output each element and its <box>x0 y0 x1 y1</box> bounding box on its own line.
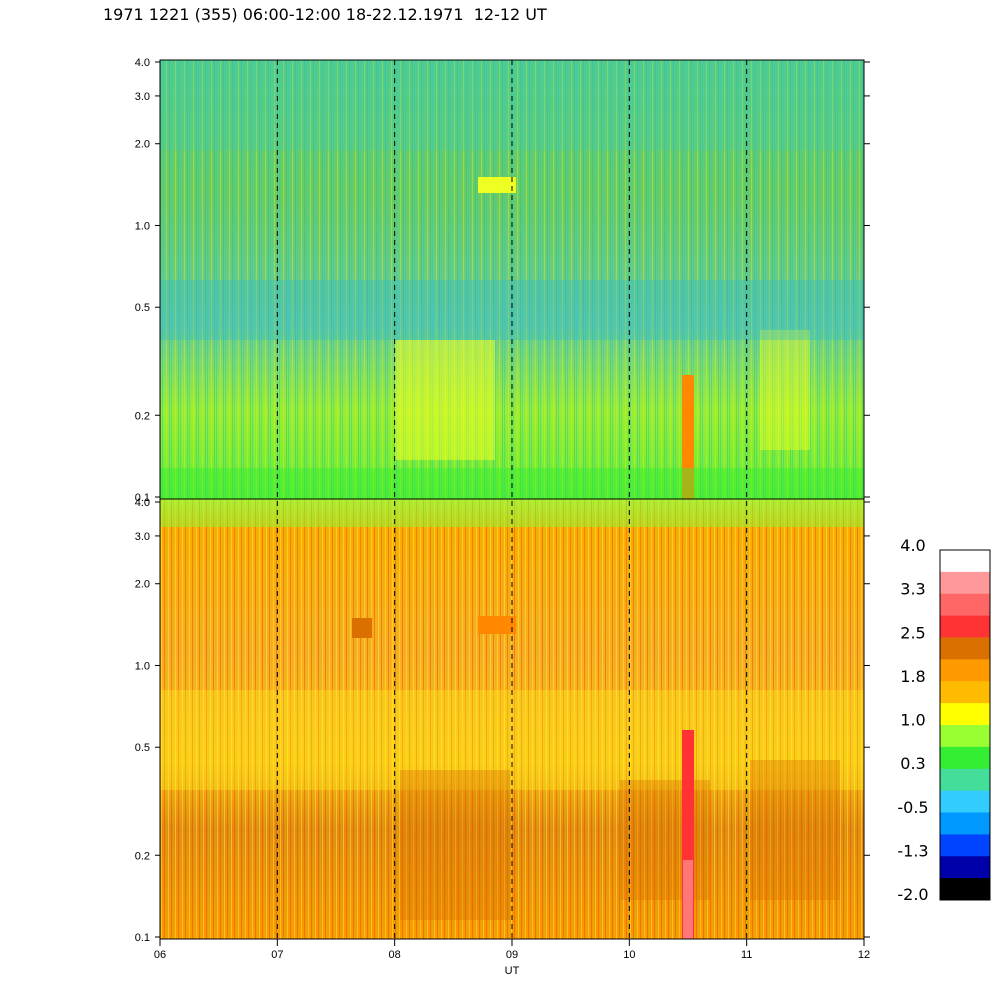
colorbar-swatch <box>940 637 990 660</box>
colorbar-label: 0.3 <box>900 754 925 773</box>
bottom-dark-band <box>400 770 510 920</box>
top-yellow-band <box>395 340 495 460</box>
bottom-dark-band <box>750 760 840 900</box>
x-tick-label: 10 <box>623 949 635 961</box>
bottom-dark-band <box>620 780 710 900</box>
x-axis: 06 07 08 09 10 11 12 <box>154 939 870 961</box>
y-tick-label: 3.0 <box>135 91 150 103</box>
page-title: 1971 1221 (355) 06:00-12:00 18-22.12.197… <box>103 5 547 24</box>
colorbar-frame <box>939 549 991 901</box>
colorbar-swatch <box>940 615 990 638</box>
y-tick-label: 2.0 <box>135 579 150 591</box>
x-tick-label: 12 <box>858 949 870 961</box>
bottom-y-axis: 0.1 0.2 0.5 1.0 2.0 3.0 4.0 <box>135 497 870 944</box>
colorbar-label: 1.0 <box>900 711 925 730</box>
bottom-pink-burst <box>683 860 693 939</box>
colorbar-swatch <box>940 812 990 835</box>
colorbar-label: 1.8 <box>900 667 925 686</box>
top-y-axis: 0.1 0.2 0.5 1.0 2.0 3.0 4.0 <box>135 57 870 504</box>
x-tick-label: 11 <box>741 949 752 961</box>
colorbar-swatch <box>940 593 990 617</box>
colorbar-swatch <box>940 856 990 879</box>
colorbar-swatch <box>940 681 990 704</box>
y-tick-label: 0.5 <box>135 742 150 754</box>
y-tick-label: 0.2 <box>135 410 150 422</box>
bottom-dark-patch <box>352 618 372 638</box>
y-tick-label: 2.0 <box>135 139 150 151</box>
top-yellow-band <box>760 330 810 450</box>
bottom-panel: 0.1 0.2 0.5 1.0 2.0 3.0 4.0 06 07 08 09 10 11 12 UT <box>135 497 870 977</box>
colorbar-swatch <box>940 703 990 726</box>
colorbar-swatch <box>940 834 990 857</box>
colorbar-label: -2.0 <box>897 885 928 904</box>
y-tick-label: 0.1 <box>135 492 150 504</box>
y-tick-label: 1.0 <box>135 220 150 232</box>
y-tick-label: 0.5 <box>135 302 150 314</box>
x-axis-label: UT <box>505 965 520 977</box>
x-tick-label: 06 <box>154 949 166 961</box>
hour-gridlines <box>276 60 748 939</box>
colorbar-swatch <box>940 725 990 748</box>
colorbar-swatch <box>940 659 990 682</box>
x-tick-label: 07 <box>271 949 283 961</box>
y-tick-label: 3.0 <box>135 531 150 543</box>
colorbar-swatch <box>940 550 990 573</box>
x-tick-label: 08 <box>389 949 401 961</box>
y-tick-label: 1.0 <box>135 660 150 672</box>
colorbar-swatch <box>940 878 990 901</box>
top-panel: 0.1 0.2 0.5 1.0 2.0 3.0 4.0 <box>135 57 870 504</box>
colorbar-label: 4.0 <box>900 536 925 555</box>
colorbar-label: 2.5 <box>900 623 925 642</box>
y-tick-label: 4.0 <box>135 57 150 69</box>
colorbar-swatch <box>940 768 990 792</box>
top-orange-burst <box>682 375 694 499</box>
colorbar-label: 3.3 <box>900 580 925 599</box>
colorbar: 4.0 3.3 2.5 1.8 1.0 0.3 -0.5 -1.3 -2.0 <box>897 536 991 904</box>
y-tick-label: 0.1 <box>135 932 150 944</box>
top-yellow-patch <box>478 177 516 193</box>
y-tick-label: 0.2 <box>135 850 150 862</box>
colorbar-swatch <box>940 571 990 595</box>
colorbar-swatch <box>940 746 990 770</box>
bottom-orange-patch <box>478 616 516 634</box>
y-tick-label: 4.0 <box>135 497 150 509</box>
colorbar-swatch <box>940 790 990 813</box>
x-tick-label: 09 <box>506 949 518 961</box>
colorbar-label: -1.3 <box>897 841 928 860</box>
colorbar-label: -0.5 <box>897 798 928 817</box>
